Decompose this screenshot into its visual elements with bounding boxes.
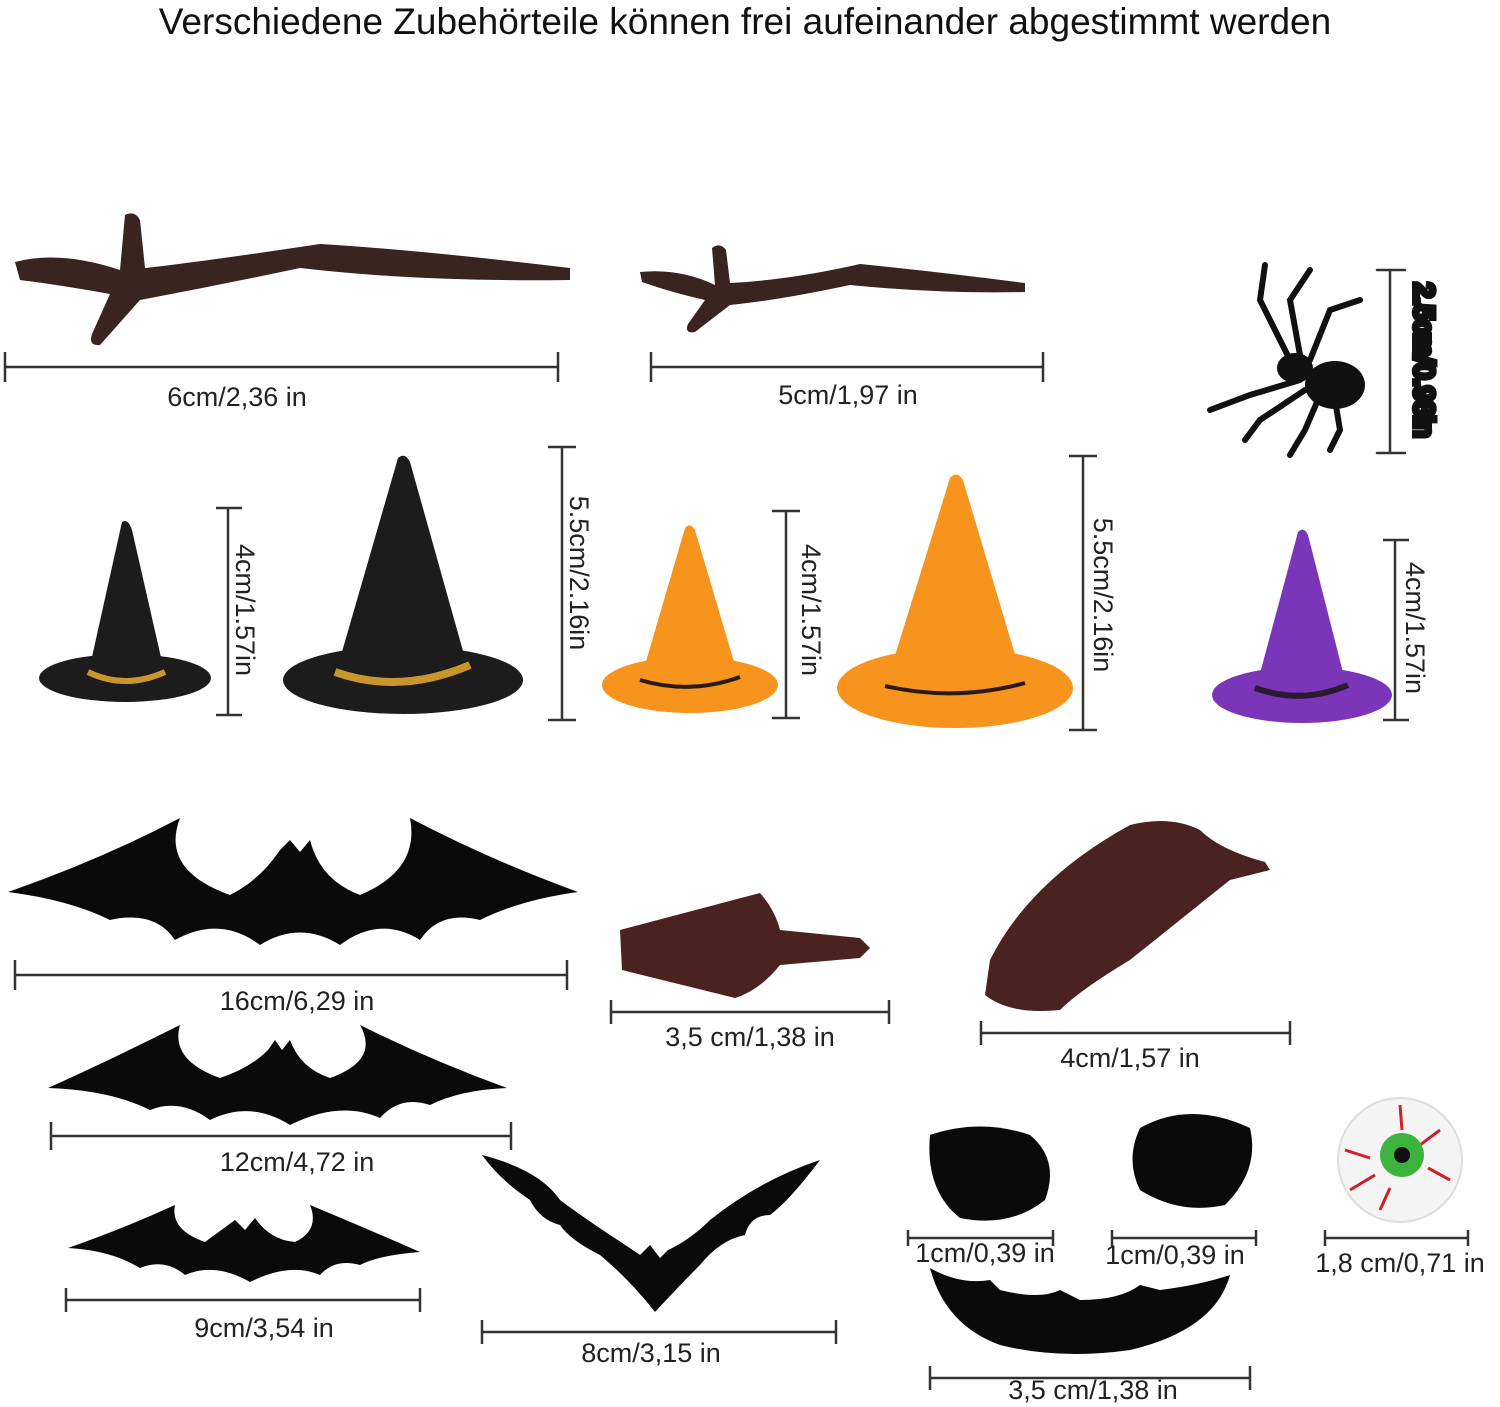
bat-9-label: 9cm/3,54 in bbox=[194, 1313, 334, 1343]
bat-12: 12cm/4,72 in bbox=[48, 1025, 513, 1177]
hat-orange-small-label: 4cm/1.57in bbox=[796, 544, 826, 676]
eyeball: 1,8 cm/0,71 in bbox=[1315, 1097, 1485, 1278]
hat-black-large: 5.5cm/2.16in bbox=[283, 445, 594, 722]
branch-small-label: 5cm/1,97 in bbox=[778, 380, 918, 410]
hat-orange-large: 5.5cm/2.16in bbox=[837, 454, 1118, 732]
nose-small: 3,5 cm/1,38 in bbox=[609, 893, 891, 1052]
eye-left-label: 1cm/0,39 in bbox=[915, 1238, 1055, 1268]
nose-large-label: 4cm/1,57 in bbox=[1060, 1043, 1200, 1073]
bat-12-label: 12cm/4,72 in bbox=[220, 1147, 375, 1177]
spider-label: 2.5cm/0.98in bbox=[1409, 283, 1439, 438]
title: Verschiedene Zubehörteile können frei au… bbox=[159, 1, 1331, 42]
mouth: 3,5 cm/1,38 in bbox=[928, 1268, 1252, 1405]
hat-black-small: 4cm/1.57in bbox=[39, 506, 260, 717]
branch-large: 6cm/2,36 in bbox=[3, 213, 570, 412]
eye-right: 1cm/0,39 in bbox=[1105, 1114, 1258, 1270]
bat-8: 8cm/3,15 in bbox=[480, 1155, 838, 1368]
hat-purple: 4cm/1.57in bbox=[1212, 529, 1430, 723]
hat-black-large-label: 5.5cm/2.16in bbox=[564, 496, 594, 651]
hat-black-small-label: 4cm/1.57in bbox=[230, 544, 260, 676]
branch-small: 5cm/1,97 in bbox=[640, 245, 1045, 410]
eyeball-label: 1,8 cm/0,71 in bbox=[1315, 1248, 1485, 1278]
hat-purple-label: 4cm/1.57in bbox=[1400, 562, 1430, 694]
spider: 2.5cm/0.98in bbox=[1207, 262, 1442, 458]
bat-16-label: 16cm/6,29 in bbox=[220, 986, 375, 1016]
branch-large-label: 6cm/2,36 in bbox=[167, 382, 307, 412]
bat-8-label: 8cm/3,15 in bbox=[581, 1338, 721, 1368]
nose-large: 4cm/1,57 in bbox=[979, 821, 1292, 1073]
hat-orange-large-label: 5.5cm/2.16in bbox=[1088, 518, 1118, 673]
hat-orange-small: 4cm/1.57in bbox=[602, 509, 826, 720]
bat-16: 16cm/6,29 in bbox=[8, 818, 578, 1016]
mouth-label: 3,5 cm/1,38 in bbox=[1008, 1375, 1178, 1405]
eye-left: 1cm/0,39 in bbox=[906, 1126, 1055, 1268]
nose-small-label: 3,5 cm/1,38 in bbox=[665, 1022, 835, 1052]
bat-9: 9cm/3,54 in bbox=[64, 1205, 422, 1343]
eye-right-label: 1cm/0,39 in bbox=[1105, 1240, 1245, 1270]
